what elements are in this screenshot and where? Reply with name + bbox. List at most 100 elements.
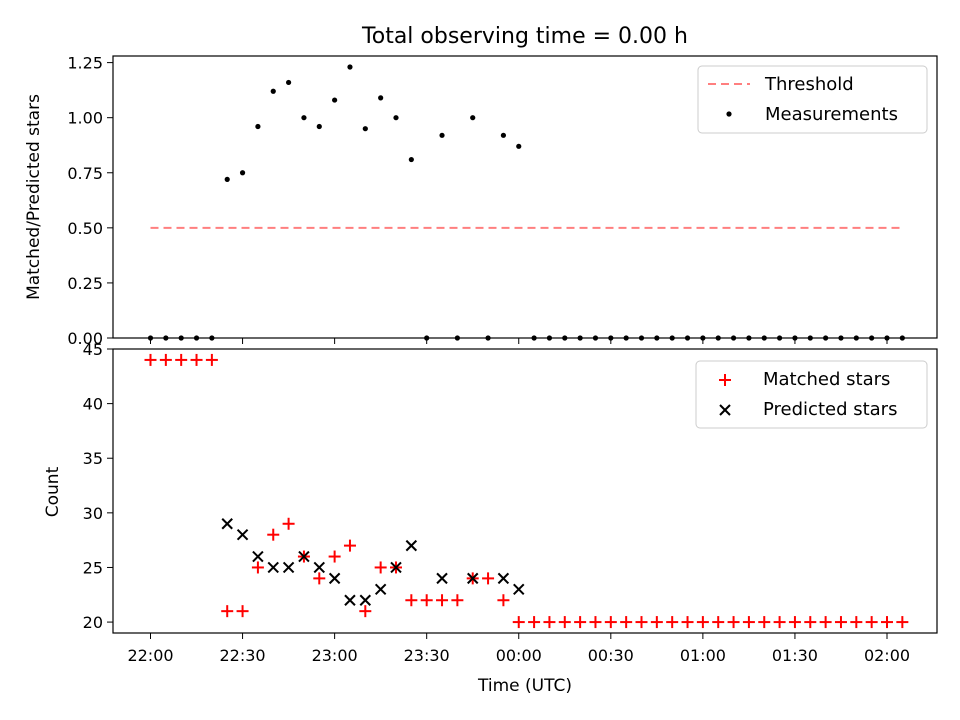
measurement-point bbox=[762, 335, 767, 340]
matched-star-marker bbox=[636, 616, 648, 628]
predicted-star-marker bbox=[437, 573, 447, 583]
matched-star-marker bbox=[482, 572, 494, 584]
ratio-legend: Threshold Measurements bbox=[698, 66, 927, 133]
predicted-star-marker bbox=[284, 562, 294, 572]
ratio-y-tick-label: 1.25 bbox=[67, 54, 103, 73]
measurement-point bbox=[439, 133, 444, 138]
matched-star-marker bbox=[543, 616, 555, 628]
measurement-point bbox=[792, 335, 797, 340]
count-x-tick-label: 22:30 bbox=[220, 646, 266, 665]
predicted-star-marker bbox=[222, 519, 232, 529]
count-x-tick-label: 22:00 bbox=[127, 646, 173, 665]
measurement-point bbox=[700, 335, 705, 340]
matched-star-marker bbox=[789, 616, 801, 628]
matched-star-marker bbox=[881, 616, 893, 628]
count-panel: 20 25 30 35 40 45 22:00 22:30 23:00 23:30 00:00 00… bbox=[43, 340, 937, 696]
count-x-ticks: 22:00 22:30 23:00 23:30 00:00 00:30 01:00 01:30… bbox=[127, 633, 910, 665]
count-x-tick-label: 01:00 bbox=[680, 646, 726, 665]
count-y-tick-label: 30 bbox=[83, 504, 103, 523]
matched-star-marker bbox=[697, 616, 709, 628]
count-y-label: Count bbox=[43, 466, 63, 517]
legend-predicted-label: Predicted stars bbox=[763, 399, 897, 420]
measurement-point bbox=[608, 335, 613, 340]
measurement-point bbox=[225, 177, 230, 182]
matched-star-marker bbox=[145, 354, 157, 366]
matched-star-marker bbox=[313, 572, 325, 584]
measurement-point bbox=[455, 335, 460, 340]
matched-star-marker bbox=[820, 616, 832, 628]
matched-star-marker bbox=[497, 594, 509, 606]
matched-star-marker bbox=[559, 616, 571, 628]
legend-measurements-label: Measurements bbox=[765, 104, 898, 125]
measurement-point bbox=[163, 335, 168, 340]
count-x-tick-label: 02:00 bbox=[864, 646, 910, 665]
measurement-point bbox=[240, 170, 245, 175]
matched-star-marker bbox=[206, 354, 218, 366]
ratio-y-tick-label: 0.50 bbox=[67, 219, 103, 238]
matched-star-marker bbox=[835, 616, 847, 628]
measurement-point bbox=[593, 335, 598, 340]
count-y-tick-label: 40 bbox=[83, 395, 103, 414]
measurement-point bbox=[685, 335, 690, 340]
matched-star-marker bbox=[175, 354, 187, 366]
ratio-panel: 0.00 0.25 0.50 0.75 1.00 1.25 Matched/Predict… bbox=[24, 54, 937, 348]
measurement-point bbox=[838, 335, 843, 340]
matched-star-marker bbox=[712, 616, 724, 628]
measurement-point bbox=[485, 335, 490, 340]
matched-star-marker bbox=[682, 616, 694, 628]
predicted-star-marker bbox=[330, 573, 340, 583]
matched-star-marker bbox=[850, 616, 862, 628]
measurement-point bbox=[179, 335, 184, 340]
measurement-point bbox=[823, 335, 828, 340]
measurement-point bbox=[424, 335, 429, 340]
ratio-y-tick-label: 0.75 bbox=[67, 164, 103, 183]
measurement-point bbox=[746, 335, 751, 340]
measurement-point bbox=[731, 335, 736, 340]
legend-measurements-swatch bbox=[726, 111, 731, 116]
matched-star-marker bbox=[405, 594, 417, 606]
ratio-y-label: Matched/Predicted stars bbox=[24, 94, 44, 300]
figure: Total observing time = 0.00 h 0.000.250.… bbox=[0, 0, 960, 720]
matched-star-marker bbox=[329, 551, 341, 563]
measurement-point bbox=[547, 335, 552, 340]
matched-star-marker bbox=[160, 354, 172, 366]
matched-star-marker bbox=[574, 616, 586, 628]
measurement-point bbox=[378, 95, 383, 100]
matched-star-marker bbox=[421, 594, 433, 606]
matched-star-marker bbox=[743, 616, 755, 628]
count-y-ticks: 20 25 30 35 40 45 bbox=[83, 340, 113, 632]
matched-star-marker bbox=[728, 616, 740, 628]
legend-matched-label: Matched stars bbox=[763, 369, 890, 390]
count-x-tick-label: 00:00 bbox=[496, 646, 542, 665]
matched-star-marker bbox=[191, 354, 203, 366]
matched-star-marker bbox=[896, 616, 908, 628]
count-x-tick-label: 00:30 bbox=[588, 646, 634, 665]
figure-title: Total observing time = 0.00 h bbox=[361, 24, 688, 49]
count-y-tick-label: 35 bbox=[83, 449, 103, 468]
matched-star-marker bbox=[221, 605, 233, 617]
count-x-tick-label: 23:00 bbox=[312, 646, 358, 665]
predicted-star-marker bbox=[345, 595, 355, 605]
measurement-point bbox=[194, 335, 199, 340]
measurement-point bbox=[501, 133, 506, 138]
measurement-point bbox=[854, 335, 859, 340]
matched-star-marker bbox=[651, 616, 663, 628]
predicted-star-marker bbox=[498, 573, 508, 583]
count-x-label: Time (UTC) bbox=[477, 676, 572, 696]
ratio-y-tick-label: 1.00 bbox=[67, 109, 103, 128]
measurement-point bbox=[409, 157, 414, 162]
matched-star-marker bbox=[605, 616, 617, 628]
measurement-point bbox=[317, 124, 322, 129]
predicted-star-marker bbox=[253, 552, 263, 562]
count-x-tick-label: 01:30 bbox=[772, 646, 818, 665]
measurement-point bbox=[531, 335, 536, 340]
predicted-star-marker bbox=[268, 562, 278, 572]
measurement-point bbox=[393, 115, 398, 120]
matched-star-marker bbox=[267, 529, 279, 541]
measurement-point bbox=[470, 115, 475, 120]
count-y-tick-label: 45 bbox=[83, 340, 103, 359]
matched-star-marker bbox=[804, 616, 816, 628]
count-legend: Matched stars Predicted stars bbox=[696, 361, 927, 428]
measurement-point bbox=[347, 64, 352, 69]
predicted-star-marker bbox=[376, 584, 386, 594]
